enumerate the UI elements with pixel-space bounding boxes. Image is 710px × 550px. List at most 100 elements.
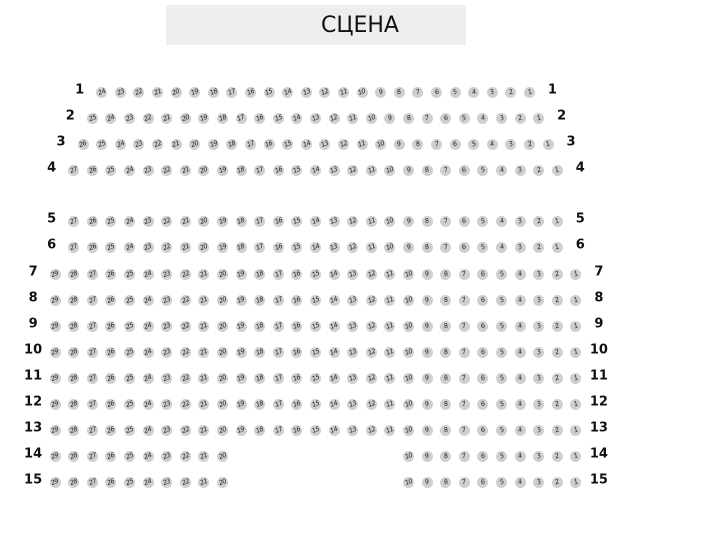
seat[interactable]: 2 xyxy=(505,86,517,98)
seat[interactable]: 22 xyxy=(179,450,191,462)
seat[interactable]: 29 xyxy=(49,424,61,436)
seat[interactable]: 23 xyxy=(161,450,173,462)
seat[interactable]: 5 xyxy=(496,398,507,410)
seat[interactable]: 5 xyxy=(477,241,489,253)
seat[interactable]: 14 xyxy=(310,164,321,176)
seat[interactable]: 20 xyxy=(179,112,191,124)
seat[interactable]: 15 xyxy=(291,241,303,253)
seat[interactable]: 10 xyxy=(403,372,414,384)
seat[interactable]: 14 xyxy=(328,398,340,410)
seat[interactable]: 6 xyxy=(477,476,489,488)
seat[interactable]: 3 xyxy=(505,138,517,150)
seat[interactable]: 25 xyxy=(124,424,135,436)
seat[interactable]: 13 xyxy=(347,372,359,384)
seat[interactable]: 5 xyxy=(477,164,489,176)
seat[interactable]: 15 xyxy=(310,268,321,280)
seat[interactable]: 10 xyxy=(375,138,387,150)
seat[interactable]: 7 xyxy=(458,424,470,436)
seat[interactable]: 3 xyxy=(533,268,545,280)
seat[interactable]: 1 xyxy=(570,476,582,488)
seat[interactable]: 19 xyxy=(235,268,247,280)
seat[interactable]: 18 xyxy=(235,164,247,176)
seat[interactable]: 26 xyxy=(105,450,117,462)
seat[interactable]: 27 xyxy=(86,346,98,358)
seat[interactable]: 1 xyxy=(570,320,582,332)
seat[interactable]: 8 xyxy=(440,424,452,436)
seat[interactable]: 18 xyxy=(254,268,266,280)
seat[interactable]: 27 xyxy=(86,424,98,436)
seat[interactable]: 20 xyxy=(198,164,210,176)
seat[interactable]: 12 xyxy=(365,372,377,384)
seat[interactable]: 15 xyxy=(291,215,303,227)
seat[interactable]: 25 xyxy=(105,164,117,176)
seat[interactable]: 4 xyxy=(496,164,507,176)
seat[interactable]: 24 xyxy=(142,450,154,462)
seat[interactable]: 21 xyxy=(151,86,163,98)
seat[interactable]: 11 xyxy=(365,215,377,227)
seat[interactable]: 9 xyxy=(403,164,414,176)
seat[interactable]: 2 xyxy=(551,268,563,280)
seat[interactable]: 17 xyxy=(254,241,266,253)
seat[interactable]: 25 xyxy=(124,476,135,488)
seat[interactable]: 28 xyxy=(68,372,80,384)
seat[interactable]: 24 xyxy=(142,476,154,488)
seat[interactable]: 1 xyxy=(551,215,563,227)
seat[interactable]: 4 xyxy=(514,372,526,384)
seat[interactable]: 6 xyxy=(458,241,470,253)
seat[interactable]: 28 xyxy=(68,424,80,436)
seat[interactable]: 12 xyxy=(365,424,377,436)
seat[interactable]: 12 xyxy=(347,241,359,253)
seat[interactable]: 25 xyxy=(124,450,135,462)
seat[interactable]: 21 xyxy=(198,424,210,436)
seat[interactable]: 17 xyxy=(226,86,238,98)
seat[interactable]: 12 xyxy=(365,398,377,410)
seat[interactable]: 8 xyxy=(440,450,452,462)
seat[interactable]: 26 xyxy=(86,241,98,253)
seat[interactable]: 25 xyxy=(105,241,117,253)
seat[interactable]: 23 xyxy=(161,398,173,410)
seat[interactable]: 8 xyxy=(421,164,433,176)
seat[interactable]: 11 xyxy=(356,138,368,150)
seat[interactable]: 9 xyxy=(421,450,433,462)
seat[interactable]: 11 xyxy=(384,372,396,384)
seat[interactable]: 18 xyxy=(254,372,266,384)
seat[interactable]: 17 xyxy=(272,398,284,410)
seat[interactable]: 17 xyxy=(272,294,284,306)
seat[interactable]: 10 xyxy=(384,164,396,176)
seat[interactable]: 9 xyxy=(393,138,405,150)
seat[interactable]: 18 xyxy=(254,320,266,332)
seat[interactable]: 17 xyxy=(254,215,266,227)
seat[interactable]: 3 xyxy=(486,86,498,98)
seat[interactable]: 18 xyxy=(254,294,266,306)
seat[interactable]: 4 xyxy=(477,112,489,124)
seat[interactable]: 22 xyxy=(161,241,173,253)
seat[interactable]: 29 xyxy=(49,372,61,384)
seat[interactable]: 25 xyxy=(96,138,108,150)
seat[interactable]: 10 xyxy=(356,86,368,98)
seat[interactable]: 8 xyxy=(440,398,452,410)
seat[interactable]: 29 xyxy=(49,398,61,410)
seat[interactable]: 20 xyxy=(217,398,228,410)
seat[interactable]: 18 xyxy=(254,424,266,436)
seat[interactable]: 8 xyxy=(440,346,452,358)
seat[interactable]: 2 xyxy=(551,346,563,358)
seat[interactable]: 5 xyxy=(496,268,507,280)
seat[interactable]: 1 xyxy=(570,346,582,358)
seat[interactable]: 15 xyxy=(310,320,321,332)
seat[interactable]: 28 xyxy=(68,346,80,358)
seat[interactable]: 22 xyxy=(133,86,145,98)
seat[interactable]: 1 xyxy=(523,86,535,98)
seat[interactable]: 23 xyxy=(161,294,173,306)
seat[interactable]: 11 xyxy=(384,294,396,306)
seat[interactable]: 13 xyxy=(347,398,359,410)
seat[interactable]: 1 xyxy=(533,112,545,124)
seat[interactable]: 3 xyxy=(533,372,545,384)
seat[interactable]: 27 xyxy=(68,164,80,176)
seat[interactable]: 7 xyxy=(458,294,470,306)
seat[interactable]: 6 xyxy=(449,138,461,150)
seat[interactable]: 10 xyxy=(403,476,414,488)
seat[interactable]: 6 xyxy=(477,294,489,306)
seat[interactable]: 26 xyxy=(105,398,117,410)
seat[interactable]: 11 xyxy=(384,424,396,436)
seat[interactable]: 24 xyxy=(142,294,154,306)
